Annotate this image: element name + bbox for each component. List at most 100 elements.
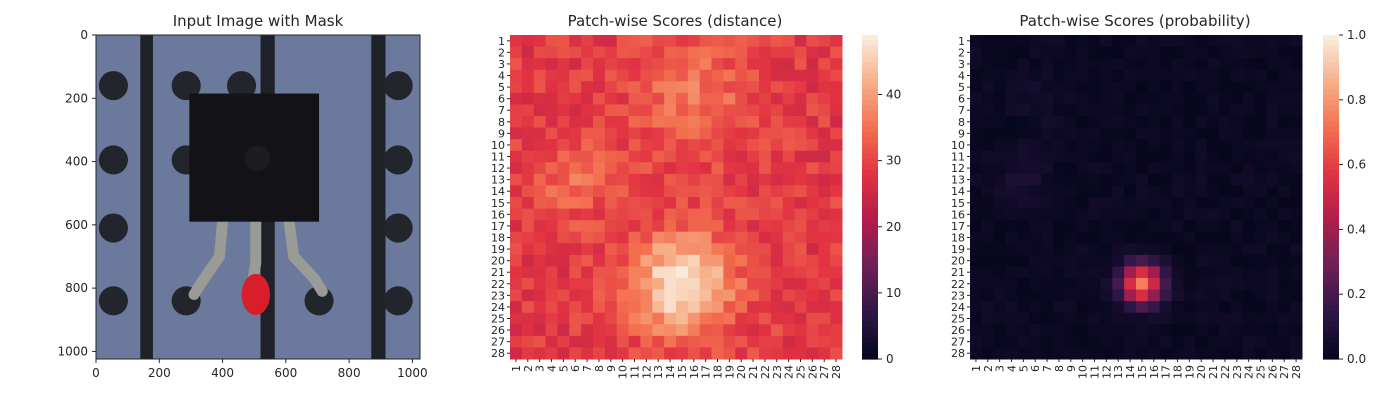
- heatmap-cell: [1159, 335, 1173, 348]
- colorbar-segment: [1323, 62, 1339, 68]
- heatmap-cell: [640, 231, 653, 244]
- heatmap-cell: [993, 231, 1007, 244]
- heatmap-cell: [735, 92, 748, 105]
- heatmap-cell: [545, 254, 558, 267]
- heatmap-cell: [1064, 173, 1078, 186]
- heatmap-cell: [782, 312, 796, 325]
- heatmap-cell: [818, 278, 831, 291]
- heatmap-cell: [1100, 81, 1113, 94]
- heatmap-cell: [818, 266, 831, 279]
- colorbar-segment: [1323, 353, 1339, 360]
- heatmap-cell: [747, 266, 760, 279]
- heatmap-cell: [1230, 127, 1244, 140]
- heatmap-cell: [1219, 301, 1232, 314]
- row-tick-label: 16: [951, 208, 965, 221]
- heatmap-cell: [616, 173, 630, 186]
- heatmap-cell: [1290, 162, 1303, 175]
- heatmap-cell: [993, 347, 1007, 360]
- colorbar-segment: [1323, 234, 1339, 241]
- heatmap-cell: [1064, 312, 1078, 325]
- heatmap-cell: [687, 324, 701, 337]
- colorbar-segment: [862, 94, 878, 101]
- heatmap-cell: [794, 243, 807, 256]
- heatmap-cell: [1005, 312, 1018, 325]
- col-tick-label: 16: [1148, 365, 1161, 379]
- heatmap-cell: [1053, 231, 1066, 244]
- heatmap-cell: [616, 116, 630, 129]
- heatmap-cell: [1136, 139, 1149, 152]
- heatmap-cell: [1254, 254, 1267, 267]
- row-tick-label: 12: [491, 162, 505, 175]
- heatmap-cell: [1076, 266, 1090, 279]
- heatmap-cell: [1029, 243, 1042, 256]
- colorbar-segment: [1323, 148, 1339, 155]
- heatmap-cell: [1147, 254, 1161, 267]
- heatmap-cell: [1195, 127, 1208, 140]
- heatmap-cell: [1064, 104, 1078, 117]
- heatmap-cell: [616, 266, 630, 279]
- heatmap-cell: [545, 46, 558, 59]
- heatmap-cell: [1136, 173, 1149, 186]
- heatmap-cell: [1171, 243, 1184, 256]
- y-tick-label: 0: [80, 28, 88, 42]
- heatmap-cell: [510, 312, 523, 325]
- heatmap-cell: [1266, 324, 1279, 337]
- heatmap-cell: [1100, 266, 1113, 279]
- heatmap-cell: [794, 197, 807, 210]
- heatmap-cell: [510, 289, 523, 302]
- heatmap-cell: [1029, 335, 1042, 348]
- heatmap-cell: [830, 162, 843, 175]
- heatmap-cell: [604, 162, 618, 175]
- heatmap-cell: [676, 173, 689, 186]
- heatmap-cell: [970, 139, 983, 152]
- heatmap-cell: [664, 335, 677, 348]
- heatmap-cell: [1266, 46, 1279, 59]
- heatmap-cell: [1230, 220, 1244, 233]
- heatmap-cell: [652, 266, 665, 279]
- colorbar-segment: [1323, 218, 1339, 225]
- colorbar-tick-label: 40: [886, 88, 901, 102]
- heatmap-cell: [557, 289, 570, 302]
- heatmap-cell: [616, 139, 630, 152]
- heatmap-cell: [593, 231, 606, 244]
- heatmap-cell: [1136, 35, 1149, 48]
- distance-heatmap: 1234567891011121314151617181920212223242…: [491, 35, 843, 379]
- heatmap-cell: [735, 289, 748, 302]
- heatmap-cell: [628, 220, 641, 233]
- heatmap-cell: [676, 289, 689, 302]
- heatmap-cell: [1219, 185, 1232, 198]
- heatmap-cell: [711, 150, 724, 163]
- heatmap-cell: [1053, 185, 1066, 198]
- panel-probability-heatmap: Patch-wise Scores (probability) 12345678…: [951, 12, 1366, 379]
- heatmap-cell: [687, 104, 701, 117]
- heatmap-cell: [970, 69, 983, 82]
- heatmap-cell: [699, 127, 713, 140]
- heatmap-cell: [687, 347, 701, 360]
- heatmap-cell: [1195, 185, 1208, 198]
- heatmap-cell: [521, 162, 535, 175]
- heatmap-cell: [830, 92, 843, 105]
- heatmap-cell: [1112, 278, 1125, 291]
- heatmap-cell: [993, 139, 1007, 152]
- heatmap-cell: [1029, 301, 1042, 314]
- heatmap-cell: [759, 335, 772, 348]
- heatmap-cell: [640, 254, 653, 267]
- heatmap-cell: [640, 312, 653, 325]
- row-tick-label: 9: [498, 127, 505, 140]
- heatmap-cell: [723, 197, 736, 210]
- colorbar-segment: [862, 310, 878, 317]
- panel-title: Patch-wise Scores (distance): [568, 12, 783, 30]
- heatmap-cell: [770, 185, 784, 198]
- heatmap-cell: [664, 58, 677, 71]
- heatmap-cell: [806, 254, 819, 267]
- col-tick-label: 21: [1207, 365, 1220, 379]
- heatmap-cell: [533, 92, 547, 105]
- heatmap-cell: [652, 185, 665, 198]
- colorbar-segment: [1323, 310, 1339, 317]
- heatmap-cell: [1017, 231, 1030, 244]
- heatmap-cell: [664, 104, 677, 117]
- heatmap-cell: [770, 58, 784, 71]
- heatmap-cell: [1278, 104, 1291, 117]
- heatmap-cell: [1064, 162, 1078, 175]
